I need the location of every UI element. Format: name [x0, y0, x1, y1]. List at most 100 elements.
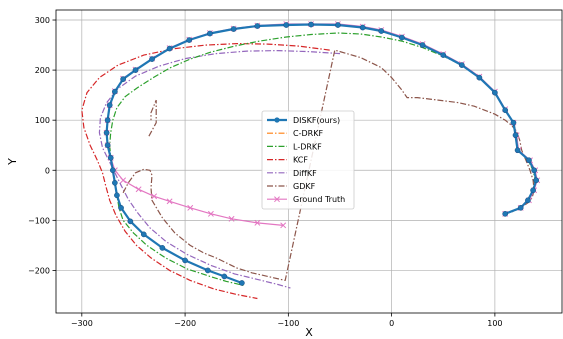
legend-item: KCF — [267, 156, 308, 165]
data-point — [254, 23, 261, 29]
data-point — [510, 119, 517, 126]
data-point — [127, 218, 134, 225]
data-point — [118, 204, 124, 211]
data-point — [182, 257, 188, 264]
data-point — [239, 280, 245, 286]
legend-label: DISKF(ours) — [293, 116, 340, 125]
legend-item: DISKF(ours) — [267, 116, 340, 125]
y-axis-label: Y — [6, 158, 19, 166]
legend-label: GDKF — [293, 182, 316, 191]
data-point — [187, 204, 194, 211]
y-tick-label: −200 — [28, 266, 50, 275]
data-point — [135, 186, 142, 193]
series-diffkf — [98, 49, 341, 289]
data-point — [502, 210, 509, 217]
data-point — [531, 167, 537, 174]
data-point — [112, 179, 118, 186]
data-point — [207, 210, 214, 217]
series-diskf-ours- — [103, 21, 540, 286]
data-point — [112, 88, 118, 95]
legend-item: GDKF — [267, 182, 316, 191]
data-point — [106, 102, 113, 109]
y-tick-label: 300 — [35, 16, 50, 25]
x-tick-label: −200 — [174, 319, 196, 328]
x-tick-label: 100 — [487, 319, 502, 328]
data-point — [186, 37, 193, 43]
y-tick-label: 200 — [35, 66, 50, 75]
data-point — [512, 132, 519, 139]
data-point — [166, 198, 173, 205]
data-point — [283, 22, 290, 28]
series-line — [81, 42, 330, 300]
data-point — [378, 28, 385, 34]
y-tick-label: 100 — [35, 116, 50, 125]
series-line — [98, 49, 341, 289]
legend-item: DiffKF — [267, 169, 317, 178]
x-tick-label: 0 — [389, 319, 394, 328]
y-axis-ticks: −200 −100 0 100 200 300 — [28, 16, 56, 275]
y-tick-label: −100 — [28, 216, 50, 225]
data-point — [159, 245, 166, 251]
data-point — [120, 177, 127, 184]
legend-label: Ground Truth — [293, 195, 345, 204]
legend-item: Ground Truth — [267, 195, 345, 204]
legend: DISKF(ours) C-DRKF L-DRKF KCF DiffKF GDKF Grou… — [261, 110, 355, 210]
data-point — [530, 187, 536, 194]
plot-lines — [81, 21, 541, 300]
x-tick-label: −300 — [71, 319, 93, 328]
x-axis-ticks: −300 −200 −100 0 100 — [71, 313, 503, 328]
legend-marker — [274, 117, 280, 123]
series-line — [122, 49, 535, 281]
data-point — [228, 215, 235, 222]
data-point — [525, 197, 531, 204]
data-point — [440, 52, 447, 58]
legend-label: C-DRKF — [293, 129, 323, 138]
data-point — [254, 219, 261, 226]
data-point — [204, 267, 211, 274]
data-point — [151, 193, 158, 200]
legend-label: L-DRKF — [293, 142, 322, 151]
data-point — [149, 56, 155, 62]
data-point — [359, 24, 366, 31]
data-point — [308, 21, 314, 28]
data-point — [166, 45, 173, 52]
data-point — [103, 129, 110, 136]
data-point — [114, 192, 120, 199]
data-point — [132, 67, 139, 73]
series-gdkf — [122, 49, 535, 281]
data-point — [104, 142, 111, 149]
legend-item: C-DRKF — [267, 129, 323, 138]
series-kcf — [81, 42, 330, 300]
data-point — [526, 157, 532, 164]
data-point — [140, 231, 147, 238]
data-point — [517, 204, 524, 211]
data-point — [533, 177, 540, 184]
legend-label: KCF — [293, 156, 308, 165]
x-tick-label: −100 — [277, 319, 299, 328]
data-point — [280, 222, 287, 229]
data-point — [514, 147, 521, 154]
data-point — [419, 42, 426, 48]
data-point — [476, 74, 483, 81]
y-tick-label: 0 — [45, 166, 50, 175]
data-point — [120, 76, 126, 82]
x-axis-label: X — [305, 326, 313, 339]
data-point — [104, 117, 111, 124]
series-line-segment — [148, 99, 157, 137]
data-point — [107, 154, 114, 161]
legend-marker — [274, 196, 280, 203]
data-point — [335, 22, 341, 28]
plot-frame — [55, 9, 563, 314]
data-point — [109, 167, 116, 174]
data-point — [399, 34, 405, 41]
legend-item: L-DRKF — [267, 142, 322, 151]
data-point — [221, 273, 228, 280]
data-point — [230, 26, 237, 32]
legend-label: DiffKF — [293, 169, 317, 178]
data-point — [502, 107, 509, 114]
data-point — [492, 89, 498, 96]
data-point — [207, 30, 213, 37]
data-point — [458, 62, 465, 68]
legend-box — [261, 110, 355, 210]
